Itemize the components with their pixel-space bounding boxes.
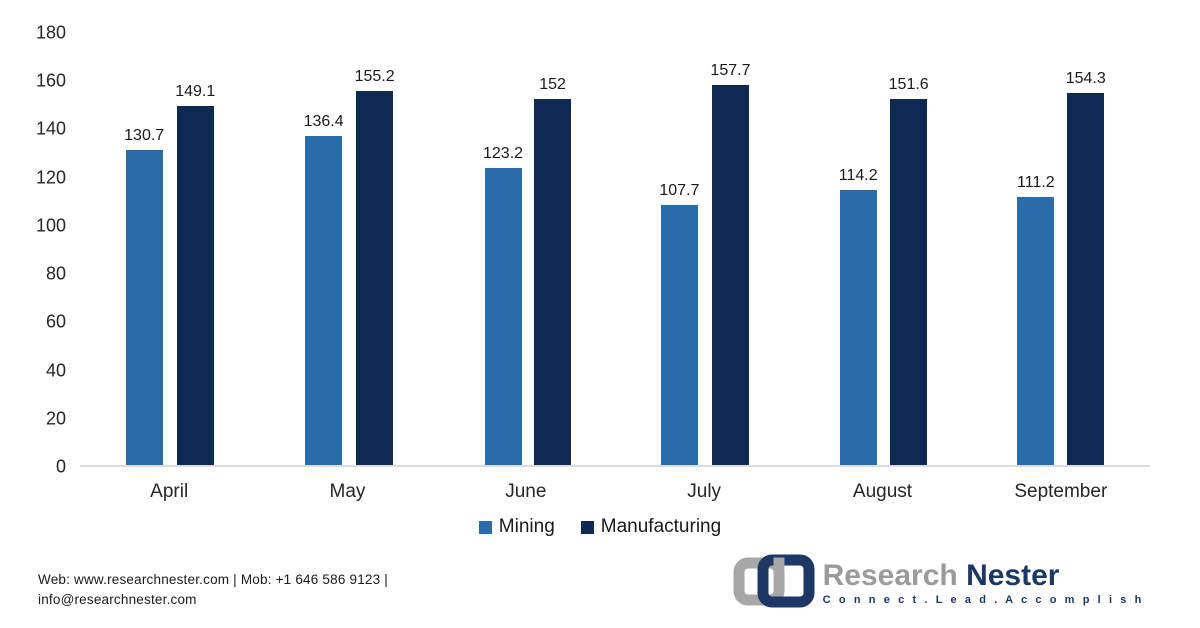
bar-data-label: 154.3 (1065, 69, 1106, 87)
y-tick-label: 60 (45, 311, 66, 332)
legend-item-manufacturing: Manufacturing (580, 516, 722, 538)
manufacturing-bar (176, 105, 214, 465)
y-tick-label: 40 (45, 360, 66, 381)
bar-column: 149.1 (175, 33, 215, 465)
bar-data-label: 111.2 (1017, 173, 1055, 191)
manufacturing-bar (1067, 92, 1105, 465)
bar-data-label: 151.6 (888, 76, 929, 94)
mining-bar (1017, 196, 1055, 465)
legend: Mining Manufacturing (0, 516, 1200, 538)
y-tick-label: 180 (35, 22, 66, 43)
legend-swatch-icon (580, 520, 594, 534)
bar-column: 155.2 (355, 33, 395, 465)
bar-column: 114.2 (839, 33, 878, 465)
bar-data-label: 152 (539, 75, 566, 93)
bar-group-july: 107.7 157.7 (659, 33, 750, 465)
manufacturing-bar (356, 90, 394, 465)
bar-data-label: 136.4 (303, 113, 344, 131)
mining-bar (484, 167, 522, 465)
x-axis-label-june: June (505, 481, 547, 502)
x-axis-label-september: September (1014, 481, 1108, 502)
bar-data-label: 149.1 (175, 82, 216, 100)
plot-area: 130.7 149.1 136.4 155.2 123.2 152 107.7 157.7 11… (80, 33, 1150, 467)
logo-text: Research Nester C o n n e c t . L e a d … (822, 561, 1144, 607)
bar-column: 136.4 (304, 33, 344, 465)
bar-column: 111.2 (1017, 33, 1055, 465)
mining-bar (125, 149, 163, 465)
bar-data-label: 123.2 (483, 144, 524, 162)
bar-group-may: 136.4 155.2 (304, 33, 395, 465)
bar-data-label: 114.2 (838, 166, 878, 184)
logo-name-research: Research (822, 559, 958, 592)
bar-column: 151.6 (889, 33, 929, 465)
mining-bar (660, 205, 698, 465)
y-tick-label: 120 (35, 167, 66, 188)
bar-group-april: 130.7 149.1 (124, 33, 215, 465)
logo-name: Research Nester (823, 561, 1144, 591)
x-axis-label-july: July (687, 481, 722, 502)
y-axis: 0 20 40 60 80 100 120 140 160 180 (0, 23, 66, 477)
y-tick-label: 20 (45, 408, 66, 429)
bar-column: 107.7 (659, 33, 699, 465)
y-tick-label: 100 (35, 215, 66, 236)
logo-name-nester: Nester (966, 559, 1060, 592)
bar-data-label: 107.7 (659, 182, 700, 200)
bar-group-august: 114.2 151.6 (839, 33, 929, 465)
footer-contact: Web: www.researchnester.com | Mob: +1 64… (38, 570, 388, 610)
research-nester-logo: Research Nester C o n n e c t . L e a d … (731, 553, 1144, 614)
bar-data-label: 157.7 (710, 61, 751, 79)
x-axis-label-april: April (150, 481, 189, 502)
bar-column: 152 (534, 33, 572, 465)
chain-links-icon (731, 553, 815, 614)
y-tick-label: 80 (45, 263, 66, 284)
bar-data-label: 155.2 (354, 67, 395, 85)
logo-tagline: C o n n e c t . L e a d . A c c o m p l … (822, 594, 1144, 606)
manufacturing-bar (711, 84, 749, 465)
y-tick-label: 140 (35, 118, 66, 139)
legend-item-mining: Mining (478, 516, 555, 538)
contact-line-1: Web: www.researchnester.com | Mob: +1 64… (38, 572, 388, 587)
y-tick-label: 160 (35, 70, 66, 91)
mining-bar (305, 136, 343, 465)
legend-label: Mining (498, 516, 555, 537)
bar-column: 130.7 (124, 33, 164, 465)
contact-line-2: info@researchnester.com (38, 592, 197, 607)
x-axis-label-may: May (329, 481, 366, 502)
bar-group-june: 123.2 152 (483, 33, 572, 465)
bar-data-label: 130.7 (124, 126, 165, 144)
legend-swatch-icon (478, 520, 492, 534)
bar-column: 123.2 (483, 33, 523, 465)
mining-bar (839, 189, 877, 465)
x-axis-label-august: August (852, 481, 913, 502)
legend-label: Manufacturing (600, 516, 722, 537)
manufacturing-bar (890, 99, 928, 465)
x-axis-labels: April May June July August September (80, 481, 1150, 503)
bar-column: 154.3 (1066, 33, 1106, 465)
y-tick-label: 0 (55, 456, 66, 477)
bar-column: 157.7 (710, 33, 750, 465)
bar-group-september: 111.2 154.3 (1017, 33, 1106, 465)
manufacturing-bar (534, 98, 572, 465)
